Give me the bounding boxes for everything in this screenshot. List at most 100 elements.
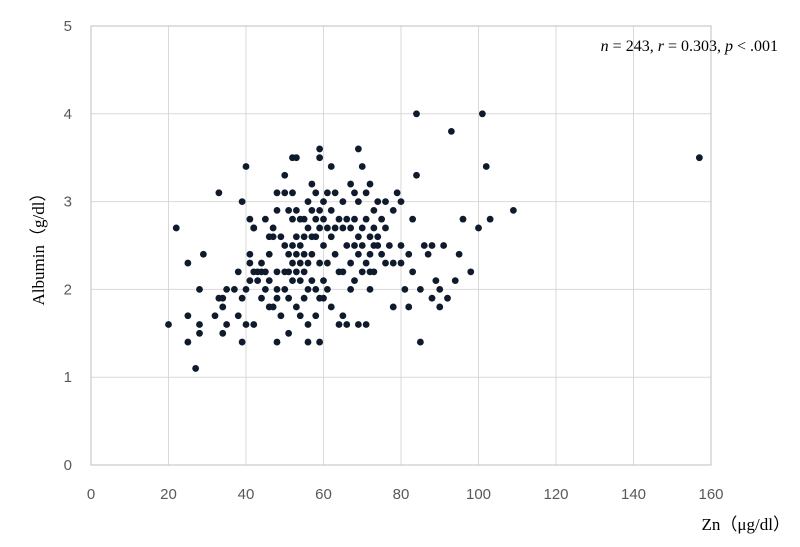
y-tick-label: 3 bbox=[64, 194, 72, 211]
stats-annotation: n = 243, r = 0.303, p < .001 bbox=[601, 38, 778, 55]
x-tick-label: 140 bbox=[621, 486, 646, 503]
data-point bbox=[304, 338, 312, 346]
data-point bbox=[366, 180, 374, 188]
p-value: < .001 bbox=[733, 38, 778, 55]
data-point bbox=[382, 198, 389, 206]
data-point bbox=[385, 242, 393, 249]
data-point bbox=[428, 294, 436, 302]
data-point bbox=[323, 189, 331, 197]
data-point bbox=[405, 250, 413, 258]
data-point bbox=[413, 110, 420, 118]
data-point bbox=[265, 250, 273, 258]
data-point bbox=[323, 286, 331, 293]
data-point bbox=[184, 338, 192, 346]
data-point bbox=[308, 180, 316, 188]
data-point bbox=[304, 259, 312, 267]
data-point bbox=[339, 268, 347, 276]
data-point bbox=[339, 312, 347, 320]
data-point bbox=[354, 233, 362, 241]
y-tick-labels: 0 1 2 3 4 5 bbox=[64, 18, 72, 474]
data-point bbox=[261, 286, 269, 293]
data-point bbox=[358, 163, 366, 170]
data-point bbox=[389, 259, 397, 267]
data-point bbox=[312, 233, 320, 241]
data-point bbox=[184, 259, 192, 267]
data-point bbox=[292, 303, 300, 311]
data-point bbox=[316, 338, 324, 346]
data-point bbox=[393, 189, 401, 197]
data-point bbox=[312, 189, 320, 197]
data-point bbox=[358, 242, 366, 249]
data-point bbox=[370, 224, 378, 232]
data-point bbox=[192, 365, 200, 372]
data-point bbox=[308, 250, 316, 258]
data-point bbox=[292, 206, 300, 214]
data-point bbox=[285, 250, 293, 258]
data-point bbox=[250, 224, 258, 232]
data-point bbox=[292, 233, 300, 241]
data-point bbox=[354, 145, 362, 153]
data-point bbox=[416, 338, 424, 346]
data-point bbox=[246, 277, 254, 285]
data-point bbox=[300, 250, 308, 258]
data-point bbox=[362, 259, 370, 267]
data-point bbox=[289, 215, 296, 223]
data-point bbox=[401, 286, 409, 293]
data-point bbox=[234, 268, 242, 276]
data-point bbox=[695, 154, 703, 162]
data-point bbox=[300, 233, 308, 241]
data-point bbox=[316, 154, 324, 162]
data-point bbox=[478, 110, 486, 118]
data-point bbox=[304, 224, 312, 232]
y-tick-label: 0 bbox=[64, 457, 72, 474]
data-point bbox=[304, 321, 312, 328]
data-point bbox=[428, 242, 436, 249]
data-point bbox=[347, 286, 355, 293]
data-point bbox=[292, 154, 300, 162]
x-axis-title: Zn（μg/dl） bbox=[702, 515, 790, 534]
data-point bbox=[343, 321, 351, 328]
data-point bbox=[482, 163, 490, 170]
data-point bbox=[281, 171, 289, 179]
data-point bbox=[312, 286, 320, 293]
data-point bbox=[347, 224, 355, 232]
data-point bbox=[320, 215, 327, 223]
data-point bbox=[459, 215, 467, 223]
data-point bbox=[351, 215, 358, 223]
data-point bbox=[320, 277, 327, 285]
data-point bbox=[382, 259, 389, 267]
data-point bbox=[509, 206, 517, 214]
data-point bbox=[366, 286, 374, 293]
data-point bbox=[354, 321, 362, 328]
x-tick-label: 160 bbox=[698, 486, 723, 503]
data-point bbox=[420, 242, 428, 249]
data-point bbox=[362, 189, 370, 197]
data-point bbox=[327, 206, 335, 214]
data-point bbox=[382, 224, 389, 232]
data-point bbox=[358, 268, 366, 276]
data-point bbox=[475, 224, 482, 232]
data-point bbox=[172, 224, 180, 232]
data-point bbox=[296, 242, 304, 249]
data-point bbox=[343, 215, 351, 223]
data-point bbox=[362, 321, 370, 328]
data-point bbox=[351, 277, 358, 285]
data-point bbox=[281, 189, 289, 197]
data-point bbox=[219, 329, 227, 337]
x-tick-label: 120 bbox=[543, 486, 568, 503]
data-point bbox=[258, 294, 265, 302]
data-point bbox=[413, 171, 420, 179]
data-point bbox=[292, 250, 300, 258]
r-value: = 0.303, bbox=[664, 38, 725, 55]
data-point bbox=[281, 242, 289, 249]
y-axis-title: Albumin（g/dl） bbox=[29, 185, 48, 306]
data-point bbox=[234, 312, 242, 320]
data-point bbox=[447, 127, 455, 135]
data-point bbox=[285, 268, 293, 276]
data-point bbox=[219, 303, 227, 311]
data-point bbox=[285, 294, 293, 302]
n-value: = 243, bbox=[609, 38, 658, 55]
r-symbol: r bbox=[658, 38, 665, 55]
data-point bbox=[304, 198, 312, 206]
data-point bbox=[409, 215, 417, 223]
